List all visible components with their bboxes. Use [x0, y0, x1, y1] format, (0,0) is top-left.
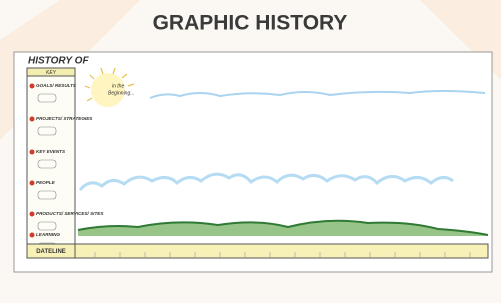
- key-item-label: GOALS/ RESULTS: [36, 83, 77, 88]
- key-bullet: [30, 212, 35, 217]
- key-bullet: [30, 233, 35, 238]
- poster-title: HISTORY OF: [28, 56, 89, 67]
- page-title: GRAPHIC HISTORY: [153, 12, 348, 35]
- key-item-label: KEY EVENTS: [36, 149, 66, 154]
- key-heading: KEY: [46, 70, 57, 76]
- dateline-label: DATELINE: [36, 249, 66, 255]
- poster: [14, 52, 492, 272]
- key-bullet: [30, 181, 35, 186]
- key-panel: [27, 68, 75, 258]
- key-item-label: PEOPLE: [36, 180, 56, 185]
- dateline-bar: [27, 244, 488, 258]
- key-item-label: PROJECTS/ STRATEGIES: [36, 116, 93, 121]
- key-bullet: [30, 117, 35, 122]
- key-bullet: [30, 84, 35, 89]
- intro-text: in the: [112, 83, 124, 89]
- page: GRAPHIC HISTORY HISTORY OF KEY GOALS/ RE…: [0, 0, 501, 298]
- intro-text: Beginning...: [108, 90, 134, 96]
- key-item-label: LEARNING: [36, 232, 60, 237]
- screen: GRAPHIC HISTORY HISTORY OF KEY GOALS/ RE…: [0, 0, 501, 298]
- key-item-label: PRODUCTS/ SERVICES/ SITES: [36, 211, 104, 216]
- key-bullet: [30, 150, 35, 155]
